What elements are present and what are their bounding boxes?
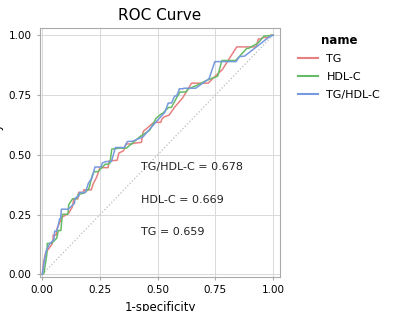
Text: TG/HDL-C = 0.678: TG/HDL-C = 0.678	[141, 162, 243, 172]
Y-axis label: sensitivity: sensitivity	[0, 122, 3, 183]
X-axis label: 1-specificity: 1-specificity	[124, 301, 196, 311]
Text: HDL-C = 0.669: HDL-C = 0.669	[141, 195, 224, 205]
Title: ROC Curve: ROC Curve	[118, 8, 202, 23]
Text: TG = 0.659: TG = 0.659	[141, 227, 204, 237]
Legend: TG, HDL-C, TG/HDL-C: TG, HDL-C, TG/HDL-C	[298, 34, 380, 100]
